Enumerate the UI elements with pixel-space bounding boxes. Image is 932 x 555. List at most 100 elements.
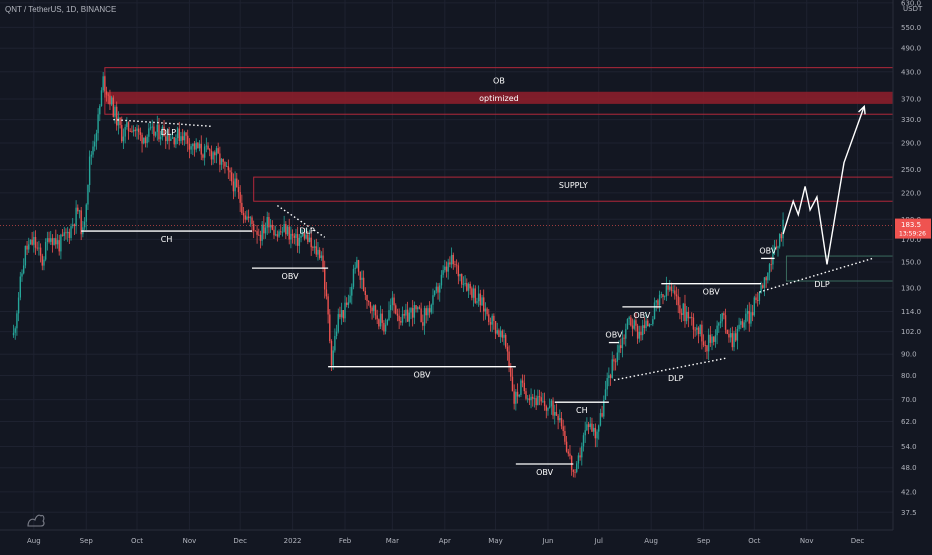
candle-body — [614, 361, 617, 363]
candle-body — [728, 334, 730, 338]
candle-body — [97, 114, 99, 134]
candle-body — [227, 166, 230, 171]
candle-body — [496, 330, 498, 334]
candle-body — [626, 319, 629, 330]
candle-body — [251, 217, 253, 224]
candle-body — [65, 232, 67, 234]
candle-body — [643, 325, 646, 329]
candle-body — [479, 293, 482, 306]
candle-body — [87, 184, 89, 205]
candle-body — [521, 380, 524, 383]
candle-body — [278, 231, 280, 237]
candle-body — [237, 186, 240, 192]
candle-body — [550, 400, 553, 407]
candle-body — [268, 217, 270, 228]
candle-body — [714, 335, 717, 342]
level-label-obv: OBV — [703, 288, 721, 297]
level-label-obv: OBV — [536, 468, 554, 477]
candle-body — [504, 334, 507, 347]
candle-body — [132, 129, 135, 132]
candle-body — [581, 446, 583, 458]
candle-body — [743, 322, 745, 328]
zone-label-supply: SUPPLY — [559, 181, 588, 190]
candle-body — [188, 143, 191, 150]
candle-body — [516, 391, 519, 397]
candle-body — [22, 265, 25, 274]
candle-body — [669, 286, 671, 290]
candle-body — [672, 290, 674, 292]
candle-body — [687, 311, 690, 319]
candle-body — [709, 334, 712, 343]
zone-box — [785, 255, 894, 282]
candle-body — [161, 126, 164, 137]
level-label-obv: OBV — [633, 311, 651, 320]
candle-body — [427, 308, 429, 316]
candle-body — [281, 231, 284, 233]
candle-body — [266, 217, 268, 228]
candle-body — [225, 166, 228, 167]
candle-body — [302, 232, 304, 236]
candle-body — [532, 396, 534, 399]
zone-label-optimized: optimized — [479, 94, 519, 103]
level-label-obv: OBV — [282, 272, 300, 281]
trendline-label-dlp: DLP — [299, 226, 315, 235]
candle-body — [660, 294, 662, 295]
candle-body — [231, 172, 233, 182]
candle-body — [770, 264, 772, 266]
candle-body — [511, 376, 514, 392]
candle-body — [433, 290, 436, 296]
candle-body — [398, 315, 400, 322]
candle-body — [56, 240, 59, 245]
candle-body — [777, 246, 779, 248]
x-tick-label: Sep — [80, 537, 94, 545]
y-tick-label: 62.0 — [901, 418, 917, 426]
candle-body — [778, 234, 781, 247]
candle-body — [579, 455, 581, 458]
candle-body — [66, 231, 69, 234]
x-tick-label: Dec — [851, 537, 865, 545]
candle-body — [369, 301, 372, 308]
candle-body — [368, 301, 370, 302]
candle-body — [193, 143, 196, 150]
candle-body — [733, 333, 735, 348]
candle-body — [447, 262, 449, 272]
candle-body — [379, 313, 382, 327]
candle-body — [33, 237, 35, 245]
candle-body — [464, 283, 466, 285]
candle-body — [293, 235, 295, 238]
candle-body — [63, 232, 65, 236]
y-tick-label: 550.0 — [901, 24, 921, 32]
candle-body — [320, 255, 323, 258]
candle-body — [618, 345, 620, 353]
candle-body — [114, 106, 116, 117]
candle-body — [564, 431, 566, 442]
candle-body — [261, 224, 263, 241]
candle-body — [151, 126, 153, 128]
x-tick-label: Oct — [748, 537, 760, 545]
candle-body — [413, 305, 416, 318]
level-label-obv: OBV — [605, 331, 623, 340]
candle-body — [77, 207, 79, 212]
candle-body — [606, 378, 608, 390]
zone-ob — [104, 67, 894, 115]
candle-body — [19, 276, 21, 298]
y-tick-label: 48.0 — [901, 464, 917, 472]
candle-body — [489, 322, 492, 325]
candle-body — [484, 308, 487, 312]
candle-body — [515, 391, 517, 404]
candle-body — [647, 320, 649, 327]
candle-body — [359, 271, 361, 280]
candle-body — [344, 302, 346, 319]
candle-body — [767, 272, 769, 281]
candle-body — [435, 286, 438, 291]
candle-body — [559, 418, 561, 421]
candle-body — [129, 131, 131, 132]
candle-body — [166, 133, 169, 142]
candle-body — [537, 396, 539, 406]
candle-body — [308, 237, 311, 242]
candle-body — [381, 313, 383, 323]
candle-body — [342, 310, 345, 319]
candle-body — [17, 297, 20, 314]
